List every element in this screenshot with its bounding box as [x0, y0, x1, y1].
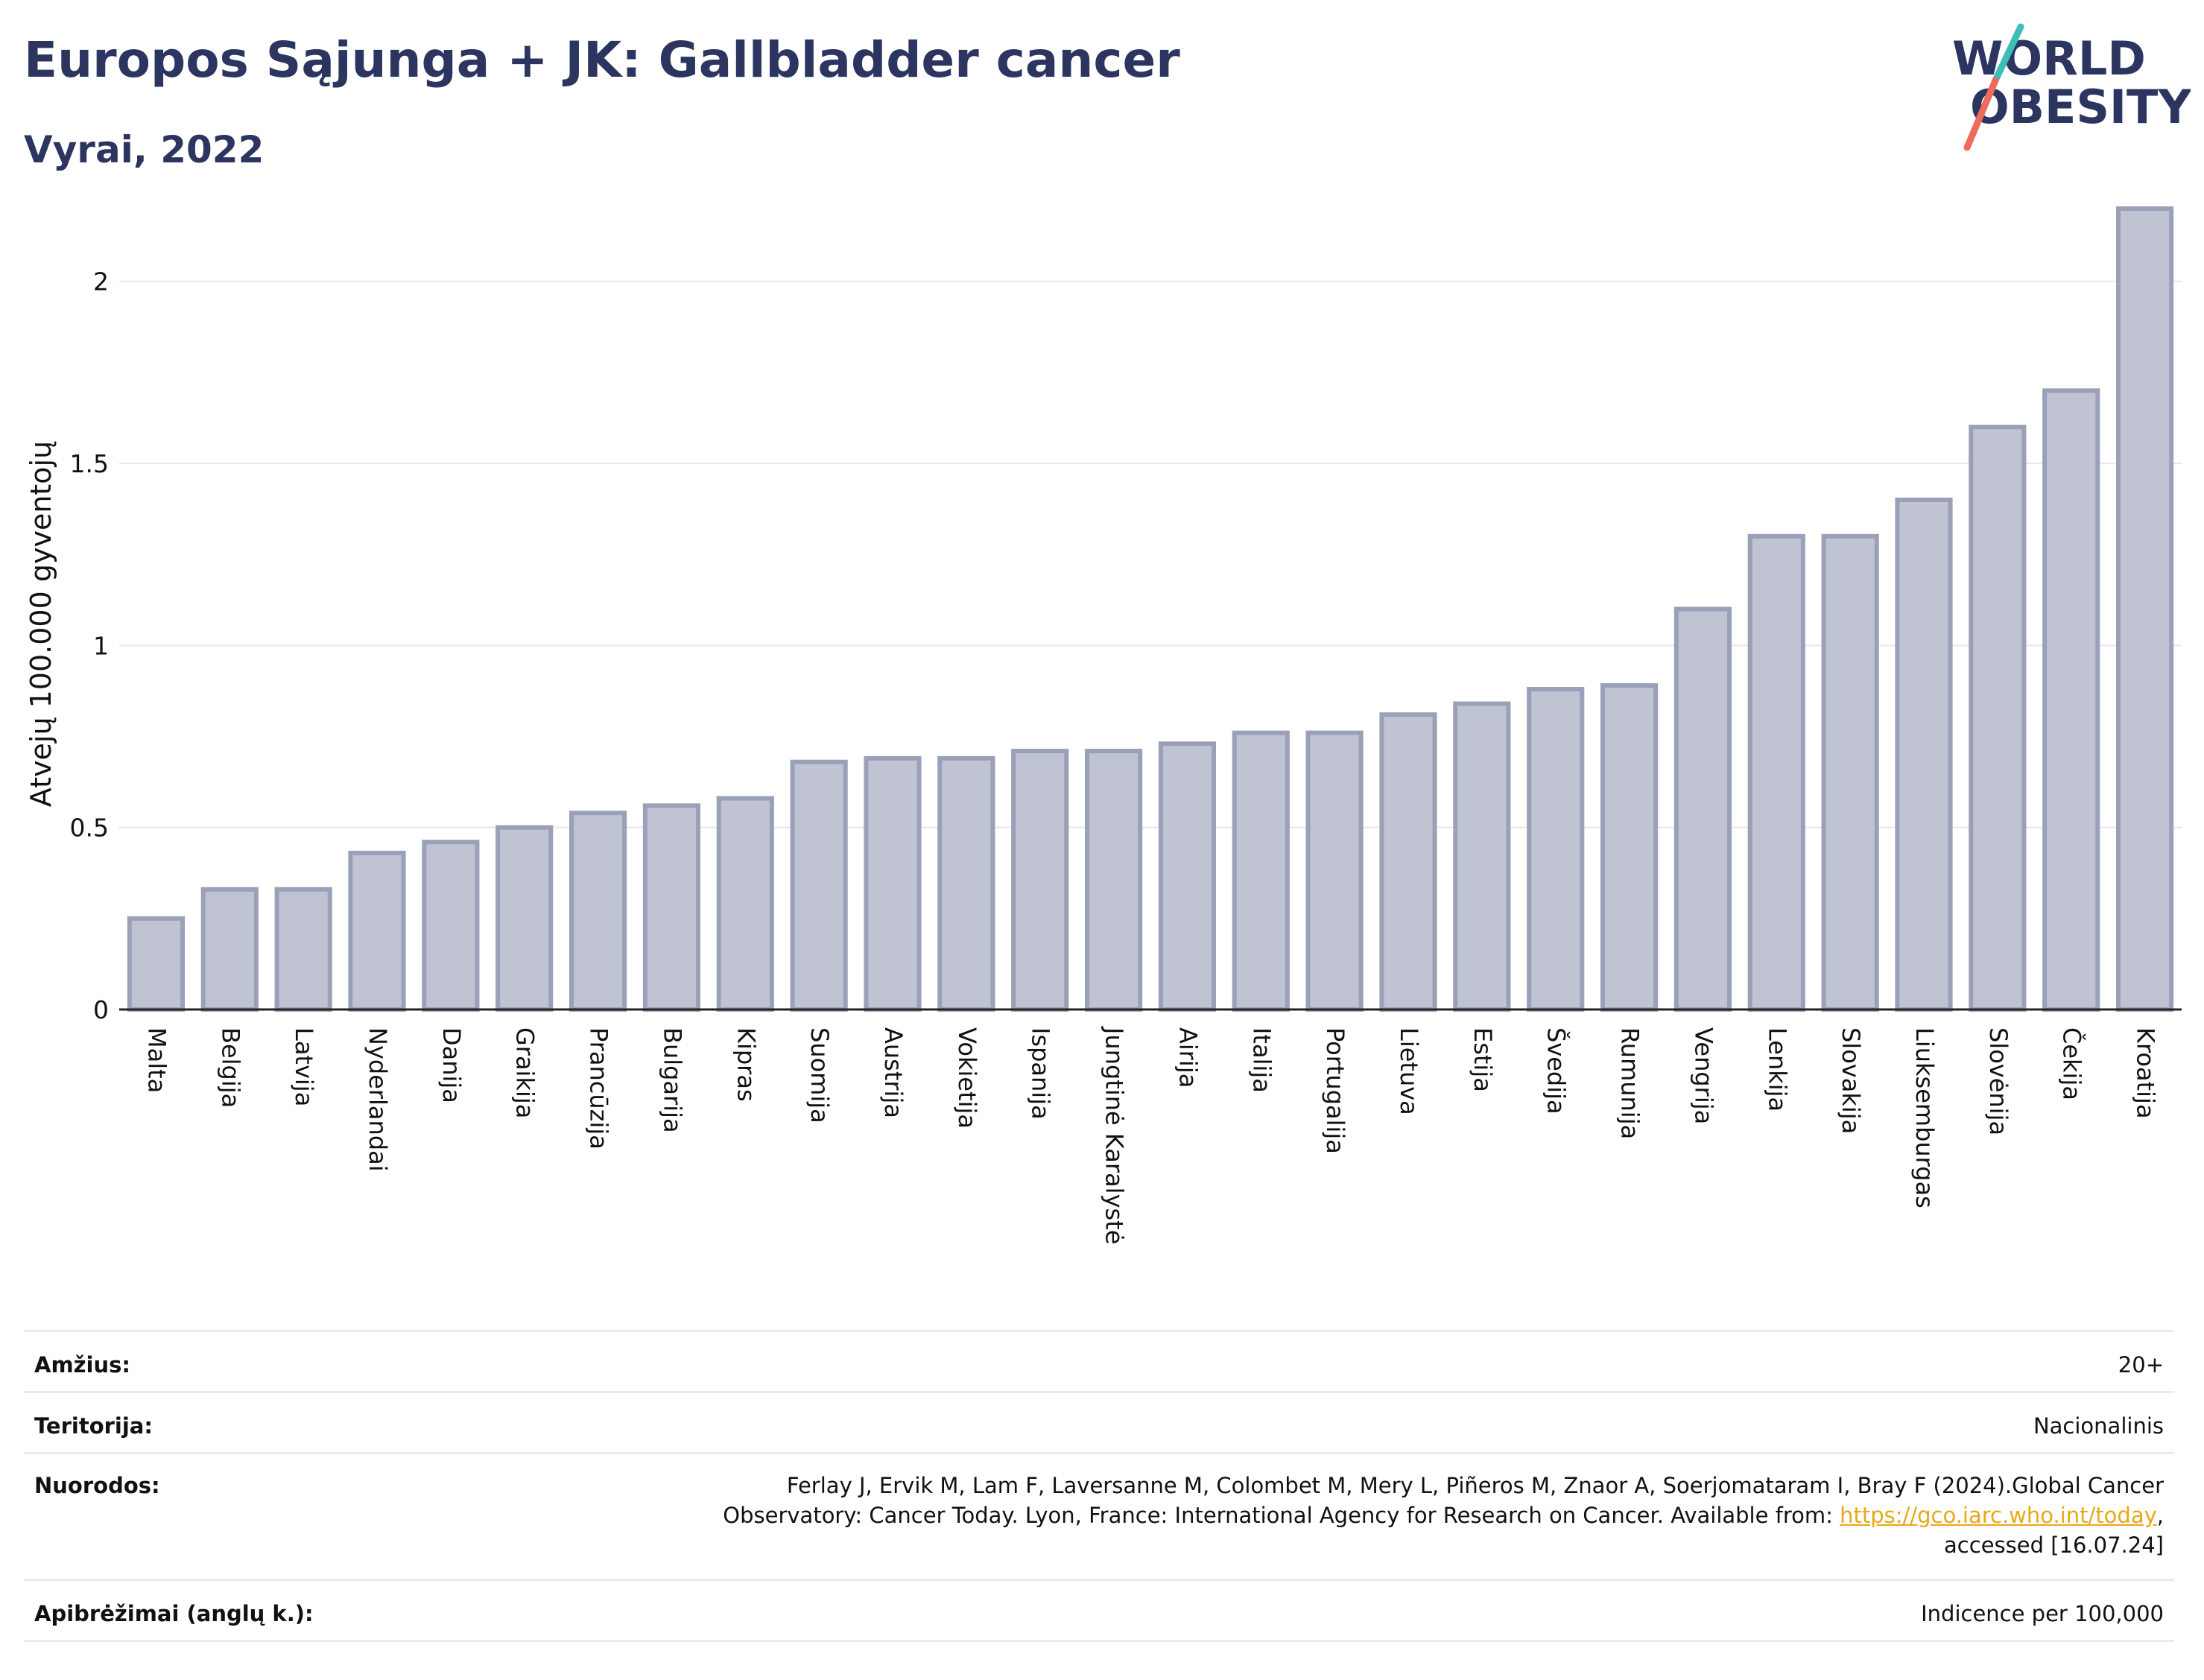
x-tick-label: Suomija	[805, 1027, 834, 1123]
refs-line-2-end: ,	[2156, 1503, 2164, 1528]
bar	[1011, 749, 1069, 1012]
bars	[127, 206, 2174, 1012]
bar	[422, 840, 480, 1012]
x-tick-label: Danija	[437, 1027, 466, 1103]
meta-defs-label: Apibrėžimai (anglų k.):	[34, 1601, 314, 1626]
x-tick-label: Liuksemburgas	[1910, 1027, 1939, 1208]
meta-row-territory: Teritorija: Nacionalinis	[24, 1391, 2174, 1454]
x-tick-label: Slovakija	[1837, 1027, 1865, 1134]
logo-slash-teal	[1992, 23, 2024, 84]
meta-territory-label: Teritorija:	[34, 1413, 153, 1439]
bar	[1084, 749, 1143, 1012]
refs-line-2: Observatory: Cancer Today. Lyon, France:…	[376, 1500, 2164, 1530]
x-tick-label: Estija	[1469, 1027, 1497, 1092]
bar	[937, 755, 995, 1012]
y-tick-label: 1	[93, 631, 109, 660]
x-tick-label: Lietuva	[1395, 1027, 1423, 1115]
bar	[2042, 388, 2100, 1012]
meta-bottom-rule	[24, 1640, 2174, 1642]
bar	[1821, 533, 1879, 1012]
bar	[1673, 606, 1732, 1012]
x-tick-label: Ispanija	[1027, 1027, 1055, 1120]
x-tick-label: Belgija	[216, 1027, 244, 1108]
meta-age-label: Amžius:	[34, 1352, 130, 1378]
meta-refs-value: Ferlay J, Ervik M, Lam F, Laversanne M, …	[376, 1471, 2164, 1560]
bar	[1527, 687, 1585, 1012]
bar	[1747, 533, 1805, 1012]
bar	[274, 887, 332, 1012]
bar	[1969, 425, 2027, 1012]
x-tick-label: Kipras	[732, 1027, 760, 1102]
logo-text-world: WORLD	[1952, 31, 2146, 86]
y-axis-label: Atvejų 100.000 gyventojų	[25, 441, 57, 807]
x-tick-label: Vokietija	[953, 1027, 981, 1129]
refs-line-1: Ferlay J, Ervik M, Lam F, Laversanne M, …	[786, 1473, 2164, 1498]
bar	[1379, 712, 1437, 1012]
meta-row-references: Nuorodos: Ferlay J, Ervik M, Lam F, Lave…	[24, 1452, 2174, 1581]
x-tick-label: Bulgarija	[658, 1027, 686, 1133]
meta-row-age: Amžius: 20+	[24, 1330, 2174, 1393]
y-tick-label: 0.5	[70, 814, 109, 843]
bar-chart: 0 0.5 1 1.5 2 Malta Belgija Latvija Nyderlandai…	[25, 206, 2182, 1244]
meta-age-value: 20+	[2118, 1352, 2164, 1378]
x-tick-label: Latvija	[290, 1027, 318, 1106]
bar	[495, 825, 554, 1012]
y-axis-ticks: 0 0.5 1 1.5 2	[70, 267, 109, 1024]
meta-defs-value: Indicence per 100,000	[1921, 1601, 2164, 1626]
bar	[348, 850, 406, 1012]
world-obesity-logo: WORLD OBESITY	[1952, 23, 2191, 151]
x-axis-ticks: Malta Belgija Latvija Nyderlandai Danija Grai…	[142, 1026, 2159, 1244]
x-tick-label: Portugalija	[1321, 1027, 1349, 1154]
page-title: Europos Sąjunga + JK: Gallbladder cancer	[24, 31, 1180, 89]
logo-text-obesity: OBESITY	[1970, 80, 2191, 134]
x-tick-label: Čekija	[2058, 1027, 2087, 1100]
bar	[1895, 497, 1953, 1012]
x-tick-label: Prancūzija	[585, 1027, 613, 1150]
meta-row-definitions: Apibrėžimai (anglų k.): Indicence per 10…	[24, 1579, 2174, 1642]
bar	[864, 755, 922, 1012]
x-tick-label: Lenkija	[1763, 1027, 1791, 1112]
bar	[1600, 683, 1659, 1012]
bar	[127, 916, 186, 1012]
bar	[569, 811, 627, 1012]
meta-territory-value: Nacionalinis	[2033, 1413, 2164, 1439]
bar	[790, 759, 848, 1012]
refs-line-2-text: Observatory: Cancer Today. Lyon, France:…	[723, 1503, 1840, 1528]
refs-line-3: accessed [16.07.24]	[1944, 1532, 2164, 1558]
y-tick-label: 2	[93, 267, 109, 297]
x-tick-label: Kroatija	[2132, 1027, 2160, 1119]
bar	[1305, 730, 1364, 1012]
page-subtitle: Vyrai, 2022	[24, 128, 265, 171]
bar	[2115, 206, 2174, 1012]
x-tick-label: Vengrija	[1689, 1027, 1717, 1124]
x-tick-label: Nyderlandai	[364, 1027, 392, 1172]
x-tick-label: Malta	[142, 1027, 171, 1093]
y-tick-label: 1.5	[70, 449, 109, 478]
logo-slash-coral	[1963, 77, 1999, 151]
bar	[1453, 701, 1511, 1012]
x-tick-label: Slovėnija	[1984, 1027, 2013, 1135]
x-tick-label: Austrija	[879, 1027, 908, 1118]
bar	[1232, 730, 1290, 1012]
x-tick-label: Švedija	[1542, 1027, 1571, 1115]
y-tick-label: 0	[93, 995, 109, 1024]
x-tick-label: Graikija	[511, 1027, 539, 1118]
bar	[642, 803, 701, 1012]
meta-refs-label: Nuorodos:	[34, 1473, 160, 1498]
x-tick-label: Airija	[1174, 1027, 1202, 1088]
bar	[200, 887, 259, 1012]
bar	[1158, 741, 1217, 1012]
bar	[716, 796, 774, 1012]
refs-link[interactable]: https://gco.iarc.who.int/today	[1840, 1503, 2157, 1528]
x-tick-label: Jungtinė Karalystė	[1101, 1026, 1129, 1244]
x-tick-label: Rumunija	[1616, 1027, 1644, 1139]
x-tick-label: Italija	[1247, 1027, 1276, 1093]
